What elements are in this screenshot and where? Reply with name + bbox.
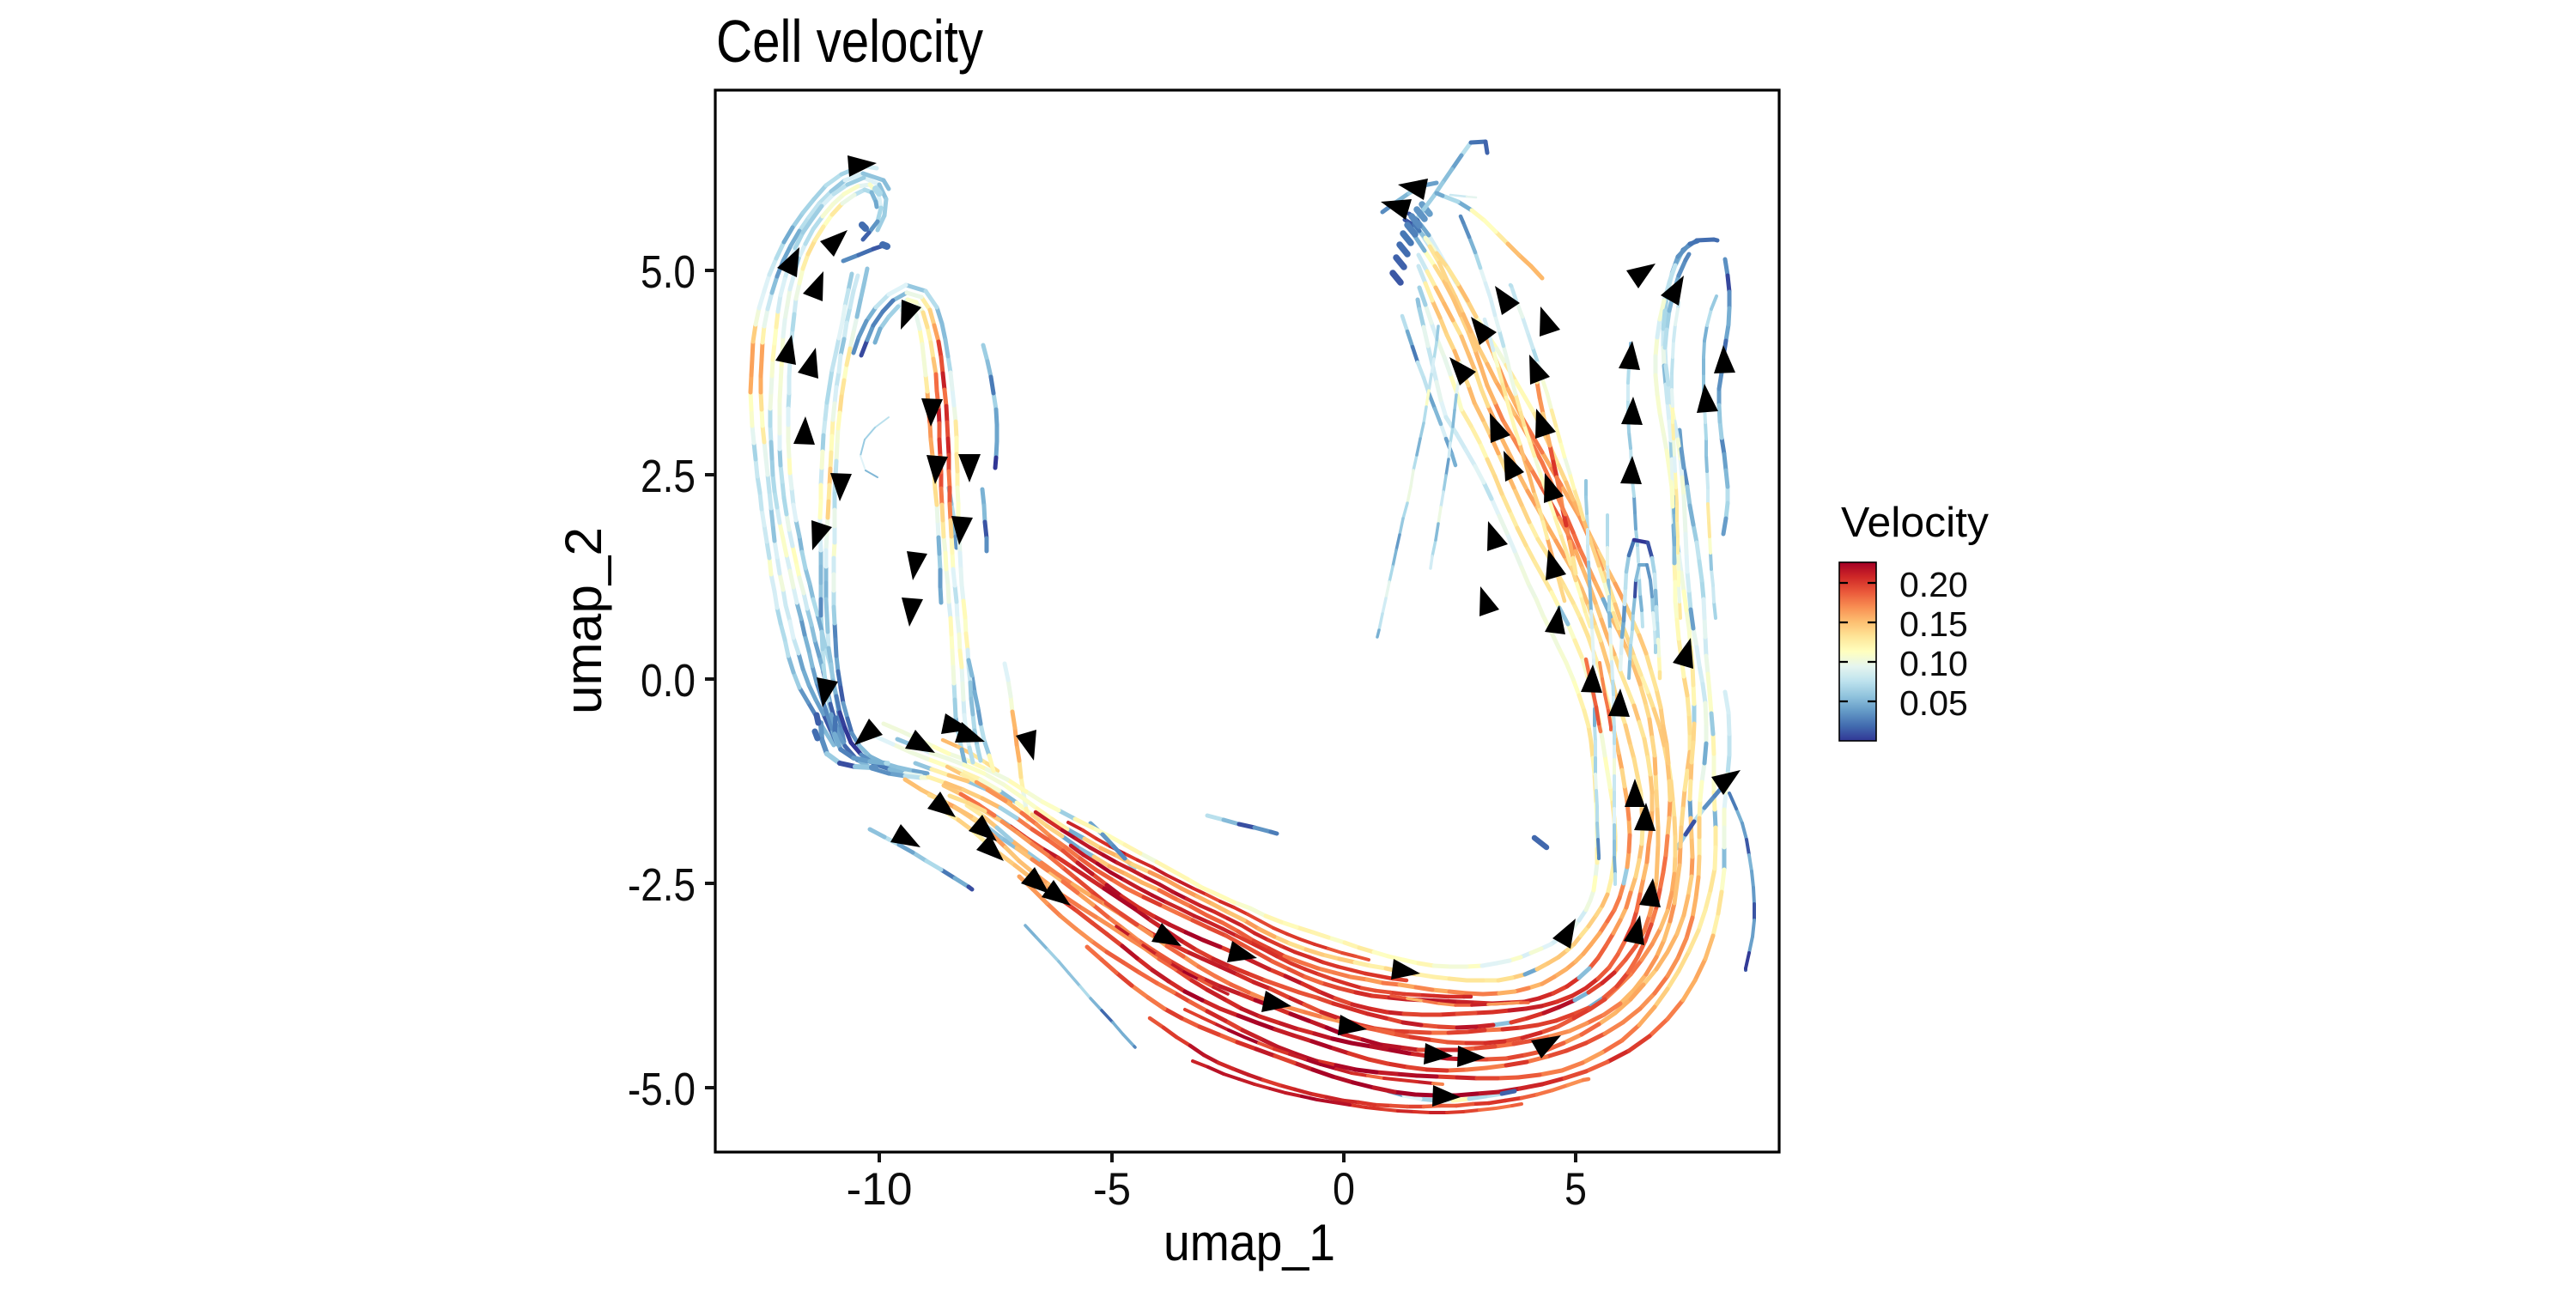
svg-text:0.05: 0.05 <box>1899 683 1968 723</box>
svg-text:0: 0 <box>1333 1164 1355 1215</box>
svg-text:Velocity: Velocity <box>1841 500 1990 546</box>
svg-text:-10: -10 <box>847 1164 913 1215</box>
svg-text:2.5: 2.5 <box>641 451 696 502</box>
svg-text:5.0: 5.0 <box>641 246 696 298</box>
svg-text:0.10: 0.10 <box>1899 644 1968 683</box>
svg-text:Cell velocity: Cell velocity <box>716 8 983 75</box>
svg-text:-2.5: -2.5 <box>628 859 696 911</box>
svg-text:0.20: 0.20 <box>1899 565 1968 604</box>
svg-text:0.15: 0.15 <box>1899 604 1968 644</box>
svg-text:5: 5 <box>1564 1164 1587 1215</box>
svg-text:umap_2: umap_2 <box>555 527 612 714</box>
svg-text:0.0: 0.0 <box>641 655 696 707</box>
svg-text:-5.0: -5.0 <box>628 1064 696 1115</box>
svg-text:-5: -5 <box>1093 1164 1131 1215</box>
svg-text:umap_1: umap_1 <box>1163 1214 1335 1271</box>
